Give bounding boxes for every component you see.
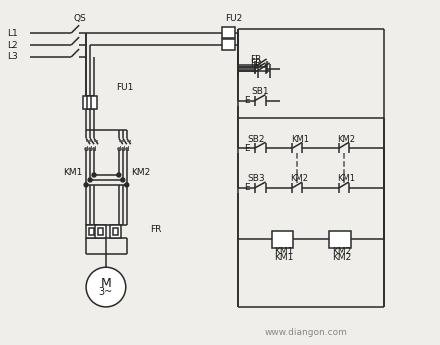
Bar <box>89 228 94 236</box>
Text: M: M <box>101 277 111 289</box>
Text: KM2: KM2 <box>131 168 150 177</box>
Bar <box>98 228 103 236</box>
Circle shape <box>117 173 121 177</box>
Text: d: d <box>117 146 121 152</box>
Bar <box>271 230 293 248</box>
Text: L1: L1 <box>7 29 18 38</box>
Text: www.diangon.com: www.diangon.com <box>264 328 348 337</box>
Text: d: d <box>125 146 129 152</box>
Text: d: d <box>121 146 125 152</box>
Bar <box>95 225 106 238</box>
Text: KM1: KM1 <box>275 253 294 262</box>
Circle shape <box>92 173 96 177</box>
Bar <box>222 39 235 50</box>
Text: L2: L2 <box>7 40 17 50</box>
Circle shape <box>84 183 88 187</box>
Bar <box>113 228 118 236</box>
Text: E: E <box>244 96 249 105</box>
Bar <box>83 96 90 109</box>
Circle shape <box>125 183 129 187</box>
Bar <box>86 225 97 238</box>
Text: E: E <box>244 184 249 193</box>
Text: d: d <box>92 146 96 152</box>
Text: KM1: KM1 <box>275 247 294 256</box>
Text: QS: QS <box>73 14 86 23</box>
Text: 3~: 3~ <box>99 287 113 297</box>
Circle shape <box>88 178 92 182</box>
Text: FR: FR <box>250 59 261 68</box>
Text: SB3: SB3 <box>248 175 265 184</box>
Text: KM2: KM2 <box>332 253 352 262</box>
Text: E: E <box>244 144 249 153</box>
Text: FR: FR <box>250 56 261 65</box>
Text: KM1: KM1 <box>63 168 83 177</box>
Text: KM2: KM2 <box>332 247 352 256</box>
Text: d: d <box>88 146 92 152</box>
Text: FU2: FU2 <box>225 14 242 23</box>
Text: FR: FR <box>150 225 162 234</box>
Text: KM2: KM2 <box>337 135 355 144</box>
Text: KM1: KM1 <box>337 175 355 184</box>
Circle shape <box>121 178 125 182</box>
Text: L3: L3 <box>7 52 18 61</box>
Text: SB1: SB1 <box>252 87 269 96</box>
Bar <box>91 96 98 109</box>
Text: SB2: SB2 <box>248 135 265 144</box>
Text: KM1: KM1 <box>291 135 309 144</box>
Circle shape <box>86 267 126 307</box>
Bar <box>87 96 94 109</box>
Bar <box>329 230 351 248</box>
Bar <box>110 225 121 238</box>
Text: KM2: KM2 <box>290 175 308 184</box>
Bar <box>222 27 235 38</box>
Text: d: d <box>84 146 88 152</box>
Text: FU1: FU1 <box>116 83 133 92</box>
